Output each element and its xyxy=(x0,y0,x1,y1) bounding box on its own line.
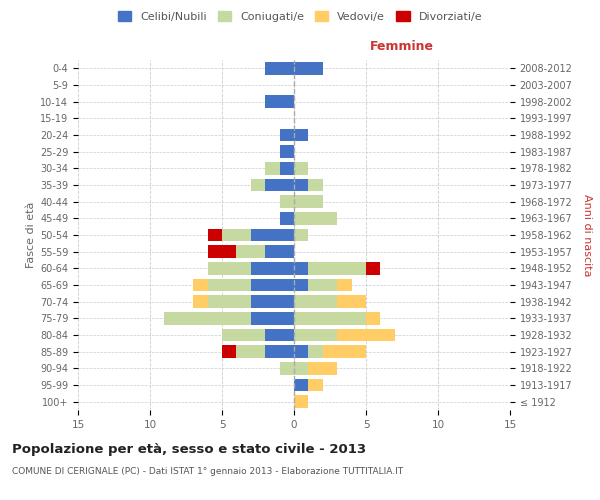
Bar xyxy=(265,346,294,358)
Text: Popolazione per età, sesso e stato civile - 2013: Popolazione per età, sesso e stato civil… xyxy=(12,442,366,456)
Bar xyxy=(294,162,308,174)
Bar xyxy=(193,279,208,291)
Bar xyxy=(308,279,337,291)
Text: Femmine: Femmine xyxy=(370,40,434,53)
Bar xyxy=(294,196,323,208)
Bar xyxy=(251,296,294,308)
Bar xyxy=(164,312,251,324)
Bar xyxy=(265,162,280,174)
Bar xyxy=(337,279,352,291)
Bar xyxy=(294,279,308,291)
Bar xyxy=(193,296,208,308)
Bar xyxy=(337,296,366,308)
Bar xyxy=(294,129,308,141)
Bar xyxy=(251,179,265,192)
Bar xyxy=(208,279,251,291)
Bar xyxy=(280,129,294,141)
Text: COMUNE DI CERIGNALE (PC) - Dati ISTAT 1° gennaio 2013 - Elaborazione TUTTITALIA.: COMUNE DI CERIGNALE (PC) - Dati ISTAT 1°… xyxy=(12,468,403,476)
Bar xyxy=(208,262,251,274)
Bar xyxy=(294,212,337,224)
Bar xyxy=(294,296,337,308)
Y-axis label: Anni di nascita: Anni di nascita xyxy=(582,194,592,276)
Bar xyxy=(265,62,294,74)
Bar xyxy=(222,229,251,241)
Bar xyxy=(294,379,308,391)
Bar xyxy=(308,346,323,358)
Bar xyxy=(251,312,294,324)
Bar xyxy=(208,296,251,308)
Bar xyxy=(323,346,366,358)
Legend: Celibi/Nubili, Coniugati/e, Vedovi/e, Divorziati/e: Celibi/Nubili, Coniugati/e, Vedovi/e, Di… xyxy=(115,8,485,25)
Bar xyxy=(294,396,308,408)
Bar xyxy=(251,279,294,291)
Bar xyxy=(308,379,323,391)
Bar xyxy=(294,262,308,274)
Bar xyxy=(294,229,308,241)
Bar xyxy=(265,96,294,108)
Bar xyxy=(294,346,308,358)
Bar xyxy=(236,346,265,358)
Bar xyxy=(294,62,323,74)
Bar xyxy=(208,229,222,241)
Bar xyxy=(294,312,366,324)
Bar xyxy=(337,329,395,341)
Bar xyxy=(236,246,265,258)
Bar xyxy=(265,179,294,192)
Y-axis label: Fasce di età: Fasce di età xyxy=(26,202,36,268)
Bar xyxy=(265,329,294,341)
Bar xyxy=(208,246,236,258)
Bar xyxy=(280,196,294,208)
Bar xyxy=(222,329,265,341)
Bar xyxy=(294,179,308,192)
Bar xyxy=(280,362,294,374)
Bar xyxy=(251,262,294,274)
Bar xyxy=(280,162,294,174)
Bar xyxy=(366,312,380,324)
Bar xyxy=(251,229,294,241)
Bar xyxy=(280,146,294,158)
Bar xyxy=(308,362,337,374)
Bar xyxy=(308,262,366,274)
Bar xyxy=(280,212,294,224)
Bar xyxy=(366,262,380,274)
Bar xyxy=(222,346,236,358)
Bar xyxy=(308,179,323,192)
Bar xyxy=(265,246,294,258)
Bar xyxy=(294,362,308,374)
Bar xyxy=(294,329,337,341)
